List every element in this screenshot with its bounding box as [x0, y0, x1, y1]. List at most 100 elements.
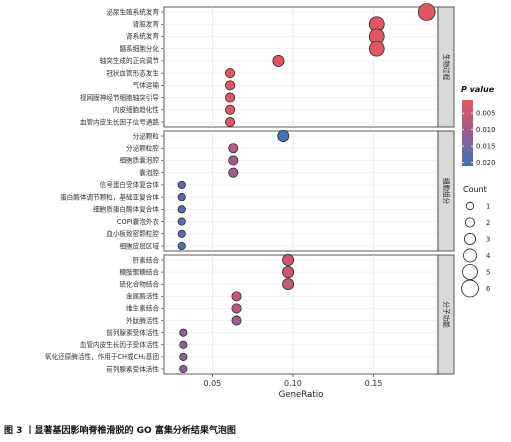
size-legend-circle: [463, 248, 477, 263]
bubble-point: [228, 167, 239, 178]
size-legend-label: 3: [486, 235, 490, 243]
color-legend-tick-label: 0.020: [476, 159, 495, 167]
term-label: 细胞质蛋白酶体复合体: [93, 205, 159, 214]
bubble-point: [179, 328, 188, 337]
color-legend-title: P value: [461, 85, 495, 94]
panel-frame: [163, 130, 439, 252]
facet-strip: [437, 6, 455, 128]
facet-strip: [437, 130, 455, 252]
term-label: 糖胺聚糖结合: [119, 267, 159, 276]
term-label: 泌尿生殖系统发育: [106, 7, 159, 16]
bubble-point: [177, 241, 186, 251]
term-label: 血管内皮生长因子受体活性: [80, 340, 160, 349]
facet-strip: [437, 254, 455, 375]
size-legend-label: 4: [486, 252, 490, 260]
color-legend-tick-label: 0.010: [476, 126, 495, 134]
size-legend-items: 1 2 3 4 5 6: [461, 201, 490, 298]
bubble-point: [177, 229, 186, 238]
bubble-point: [277, 130, 290, 142]
term-label: 分泌颗粒: [133, 131, 160, 140]
bubble-point: [228, 155, 239, 166]
term-label: COPI囊泡外衣: [117, 217, 159, 226]
x-tick-label: 0.15: [365, 379, 383, 388]
bubble-point: [225, 80, 236, 91]
term-label: 视网膜神经节细胞轴突引导: [80, 93, 160, 102]
term-label: 气体运输: [133, 81, 160, 90]
term-label: 外肽酶活性: [126, 316, 159, 325]
panel-frame: [163, 6, 439, 128]
size-legend-label: 2: [486, 219, 490, 227]
size-legend-title: Count: [463, 185, 487, 194]
term-label: 细胞皮层区域: [119, 241, 159, 250]
term-label: 冠状血管形态发生: [106, 68, 159, 77]
bubble-point: [177, 180, 186, 189]
facet-strip-label: 分子功能: [442, 301, 451, 328]
bubble-point: [282, 254, 295, 266]
bubble-point: [179, 364, 188, 374]
color-legend-tick-label: 0.005: [476, 110, 495, 118]
size-legend-label: 6: [486, 285, 490, 293]
term-label: 前列腺素受体活性: [106, 328, 159, 337]
term-label: 维生素结合: [126, 304, 159, 313]
term-label: 氧化还原酶活性，作用于CH或CH₂基团: [45, 352, 159, 361]
bubble-point: [177, 217, 186, 226]
term-label: 髓系细胞分化: [119, 44, 159, 53]
term-label: 前列腺素受体活性: [106, 364, 159, 373]
size-legend-label: 1: [486, 202, 490, 210]
color-legend: P value 0.005 0.010 0.015 0.020: [461, 85, 495, 167]
term-label: 肾系统发育: [126, 32, 159, 41]
term-label: 分泌颗粒腔: [126, 144, 159, 153]
size-legend: Count 1 2 3 4 5 6: [461, 185, 490, 298]
term-label: 肝素结合: [133, 255, 160, 264]
color-legend-ticks: 0.005 0.010 0.015 0.020: [462, 110, 495, 167]
bubble-point: [225, 104, 236, 115]
bubble-point: [179, 340, 188, 349]
bubble-point: [231, 303, 242, 314]
figure-caption: 图 3 丨显著基因影响脊椎滑脱的 GO 富集分析结果气泡图: [4, 424, 236, 436]
size-legend-circle: [463, 232, 476, 245]
panels-layer: 泌尿生殖系统发育肾脏发育肾系统发育髓系细胞分化轴突生成的正向调节冠状血管形态发生…: [45, 3, 455, 375]
x-tick-label: 0.10: [284, 379, 302, 388]
term-label: 轴突生成的正向调节: [100, 56, 160, 65]
term-label: 囊泡腔: [139, 168, 159, 177]
bubble-point: [272, 54, 285, 67]
bubble-point: [228, 143, 239, 154]
bubble-point: [282, 266, 295, 279]
bubble-point: [179, 352, 188, 361]
bubble-point: [417, 3, 436, 21]
size-legend-label: 5: [486, 268, 490, 276]
color-legend-tick-label: 0.015: [476, 143, 495, 151]
bubble-point: [177, 205, 186, 214]
term-label: 信号蛋白受体复合体: [100, 180, 160, 189]
term-label: 血小板致密颗粒腔: [106, 229, 159, 238]
term-label: 内皮细胞趋化性: [113, 105, 160, 114]
x-axis-title: GeneRatio: [279, 390, 324, 400]
facet-strip-label: 生物过程: [442, 54, 451, 81]
term-label: 蛋白酶体调节颗粒，基础亚复合体: [60, 192, 159, 201]
term-label: 细胞质囊泡腔: [119, 156, 159, 165]
term-label: 血管内皮生长因子信号通路: [80, 117, 160, 126]
bubble-point: [368, 40, 385, 57]
term-label: 肾脏发育: [133, 20, 160, 29]
bubble-point: [231, 315, 242, 326]
bubble-point: [282, 278, 295, 291]
x-tick-label: 0.05: [203, 379, 221, 388]
bubble-point: [225, 68, 236, 79]
term-label: 金属酶活性: [126, 292, 159, 301]
x-axis: 0.05 0.10 0.15: [203, 374, 382, 388]
bubble-point: [225, 116, 236, 127]
size-legend-circle: [462, 264, 478, 280]
term-label: 硫化合物结合: [119, 280, 159, 289]
bubble-point: [231, 291, 242, 302]
panel: 分泌颗粒分泌颗粒腔细胞质囊泡腔囊泡腔信号蛋白受体复合体蛋白酶体调节颗粒，基础亚复…: [60, 130, 455, 252]
size-legend-circle: [465, 201, 475, 211]
bubble-point: [177, 193, 186, 202]
size-legend-circle: [464, 217, 476, 228]
facet-strip-label: 细胞组分: [442, 178, 451, 205]
bubble-point: [225, 92, 236, 103]
panel: 肝素结合糖胺聚糖结合硫化合物结合金属酶活性维生素结合外肽酶活性前列腺素受体活性血…: [45, 254, 455, 375]
color-legend-bar: [462, 100, 473, 166]
panel: 泌尿生殖系统发育肾脏发育肾系统发育髓系细胞分化轴突生成的正向调节冠状血管形态发生…: [80, 3, 455, 128]
panel-frame: [163, 254, 439, 375]
